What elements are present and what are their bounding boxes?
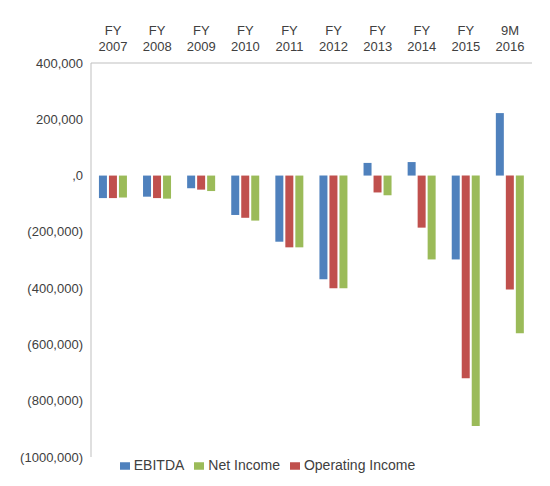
- svg-text:FY2009: FY2009: [187, 23, 216, 54]
- svg-text:200,000: 200,000: [36, 112, 83, 127]
- svg-text:FY2012: FY2012: [319, 23, 348, 54]
- svg-text:400,000: 400,000: [36, 56, 83, 71]
- svg-text:(400,000): (400,000): [27, 281, 83, 296]
- svg-text:FY2007: FY2007: [99, 23, 128, 54]
- svg-text:FY2015: FY2015: [451, 23, 480, 54]
- svg-text:(600,000): (600,000): [27, 337, 83, 352]
- svg-text:9M2016: 9M2016: [495, 23, 524, 54]
- html-text:Net Income: Net Income: [208, 457, 280, 473]
- svg-text:(800,000): (800,000): [27, 393, 83, 408]
- svg-text:FY2008: FY2008: [143, 23, 172, 54]
- svg-text:FY2011: FY2011: [275, 23, 303, 54]
- html-text:Operating Income: Operating Income: [303, 457, 416, 473]
- svg-text:,0: ,0: [72, 168, 83, 183]
- svg-text:FY2010: FY2010: [231, 23, 260, 54]
- svg-text:(1000,000): (1000,000): [20, 450, 83, 465]
- svg-text:FY2014: FY2014: [407, 23, 436, 54]
- svg-text:(200,000): (200,000): [27, 224, 83, 239]
- svg-text:FY2013: FY2013: [363, 23, 392, 54]
- html-text:EBITDA: EBITDA: [133, 457, 185, 473]
